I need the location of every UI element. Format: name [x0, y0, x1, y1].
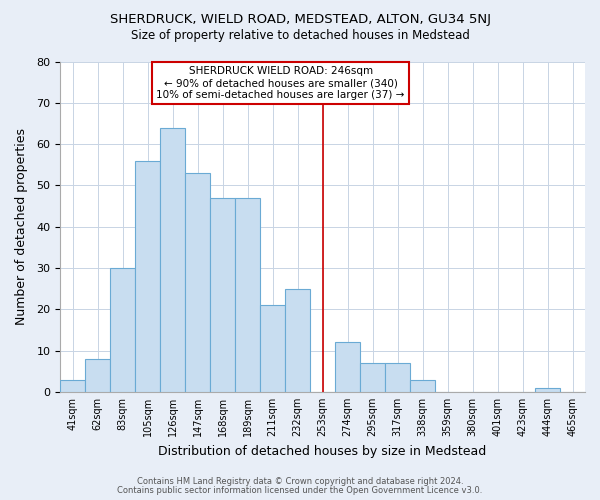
Bar	[385, 363, 410, 392]
Bar	[335, 342, 360, 392]
Bar	[235, 198, 260, 392]
Text: SHERDRUCK, WIELD ROAD, MEDSTEAD, ALTON, GU34 5NJ: SHERDRUCK, WIELD ROAD, MEDSTEAD, ALTON, …	[110, 12, 491, 26]
Bar	[210, 198, 235, 392]
Bar	[410, 380, 435, 392]
Bar	[185, 173, 210, 392]
Bar	[135, 160, 160, 392]
Bar	[535, 388, 560, 392]
Bar	[85, 359, 110, 392]
Text: Size of property relative to detached houses in Medstead: Size of property relative to detached ho…	[131, 29, 469, 42]
Bar	[110, 268, 135, 392]
X-axis label: Distribution of detached houses by size in Medstead: Distribution of detached houses by size …	[158, 444, 487, 458]
Bar	[360, 363, 385, 392]
Y-axis label: Number of detached properties: Number of detached properties	[15, 128, 28, 325]
Text: Contains public sector information licensed under the Open Government Licence v3: Contains public sector information licen…	[118, 486, 482, 495]
Bar	[60, 380, 85, 392]
Bar	[285, 288, 310, 392]
Bar	[260, 305, 285, 392]
Text: SHERDRUCK WIELD ROAD: 246sqm
← 90% of detached houses are smaller (340)
10% of s: SHERDRUCK WIELD ROAD: 246sqm ← 90% of de…	[157, 66, 405, 100]
Bar	[160, 128, 185, 392]
Text: Contains HM Land Registry data © Crown copyright and database right 2024.: Contains HM Land Registry data © Crown c…	[137, 477, 463, 486]
